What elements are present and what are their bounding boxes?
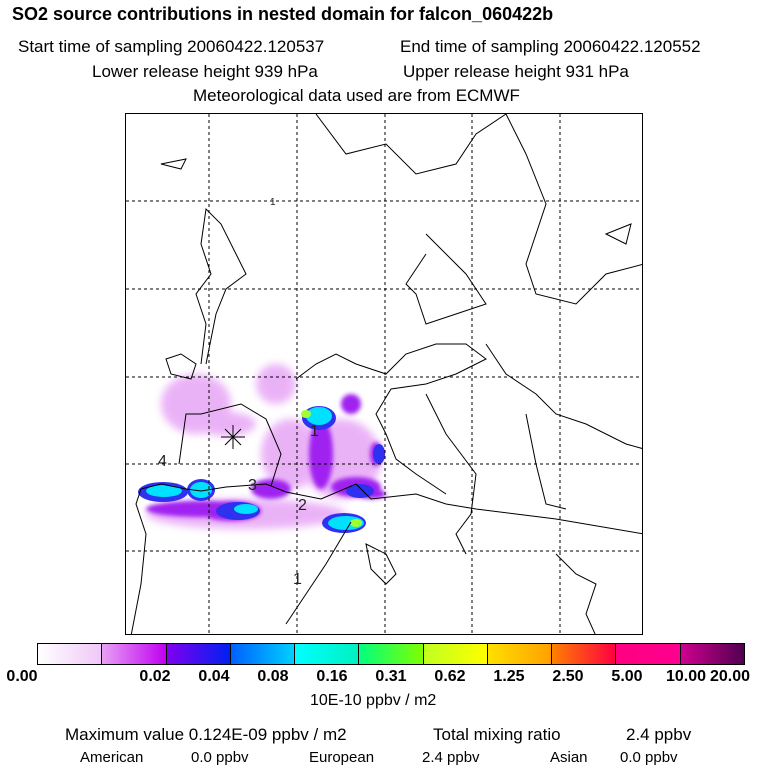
american-value: 0.0 ppbv (191, 749, 249, 766)
map-label: 3 (248, 477, 257, 494)
american-label: American (80, 749, 144, 766)
european-label: European (309, 749, 375, 766)
colorbar-tick-label: 0.16 (316, 668, 348, 685)
colorbar-tick-label: 1.25 (493, 668, 525, 685)
start-time: Start time of sampling 20060422.120537 (18, 37, 325, 56)
colorbar-tick-label: 2.50 (552, 668, 584, 685)
colorbar-segment (680, 644, 744, 664)
colorbar-tick-label: 20.00 (709, 668, 751, 685)
max-value: Maximum value 0.124E-09 ppbv / m2 (65, 725, 347, 744)
map-panel: 1 4 3 2 1 1 (125, 113, 643, 635)
colorbar-segment (102, 644, 167, 664)
colorbar-tick-label: 10.00 (665, 668, 707, 685)
lower-height: Lower release height 939 hPa (92, 62, 318, 81)
map-label: 1 (293, 571, 302, 588)
colorbar-tick-label: 0.00 (6, 668, 38, 685)
map-label: 2 (298, 497, 307, 514)
plot-title: SO2 source contributions in nested domai… (12, 4, 554, 24)
colorbar-segment (552, 644, 617, 664)
colorbar-segment (166, 644, 231, 664)
colorbar-tick-label: 0.31 (375, 668, 407, 685)
asian-value: 0.0 ppbv (620, 749, 678, 766)
colorbar-segment (230, 644, 296, 664)
colorbar-tick-label: 0.02 (139, 668, 171, 685)
coastlines (130, 114, 642, 634)
colorbar-segment (423, 644, 488, 664)
map-svg: 1 4 3 2 1 1 (126, 114, 642, 634)
source-labels: 1 4 3 2 1 1 (158, 197, 319, 588)
grid-lines (126, 114, 642, 634)
end-time: End time of sampling 20060422.120552 (400, 37, 701, 56)
colorbar (37, 643, 745, 665)
colorbar-tick-label: 0.04 (198, 668, 230, 685)
concentration-field (138, 364, 386, 533)
colorbar-segment (359, 644, 424, 664)
map-label: 1 (270, 197, 276, 208)
map-label: 1 (310, 423, 319, 440)
asian-label: Asian (550, 749, 588, 766)
met-data: Meteorological data used are from ECMWF (193, 86, 520, 105)
colorbar-segment (487, 644, 553, 664)
colorbar-tick-label: 0.08 (257, 668, 289, 685)
upper-height: Upper release height 931 hPa (403, 62, 629, 81)
colorbar-tick-label: 0.62 (434, 668, 466, 685)
european-value: 2.4 ppbv (422, 749, 480, 766)
total-value: 2.4 ppbv (626, 725, 692, 744)
asterisk-icon (221, 425, 245, 449)
map-label: 4 (158, 453, 167, 470)
colorbar-segment (38, 644, 103, 664)
colorbar-tick-label: 5.00 (611, 668, 643, 685)
colorbar-segment (616, 644, 681, 664)
total-label: Total mixing ratio (433, 725, 561, 744)
colorbar-unit: 10E-10 ppbv / m2 (310, 692, 437, 709)
colorbar-segment (295, 644, 360, 664)
